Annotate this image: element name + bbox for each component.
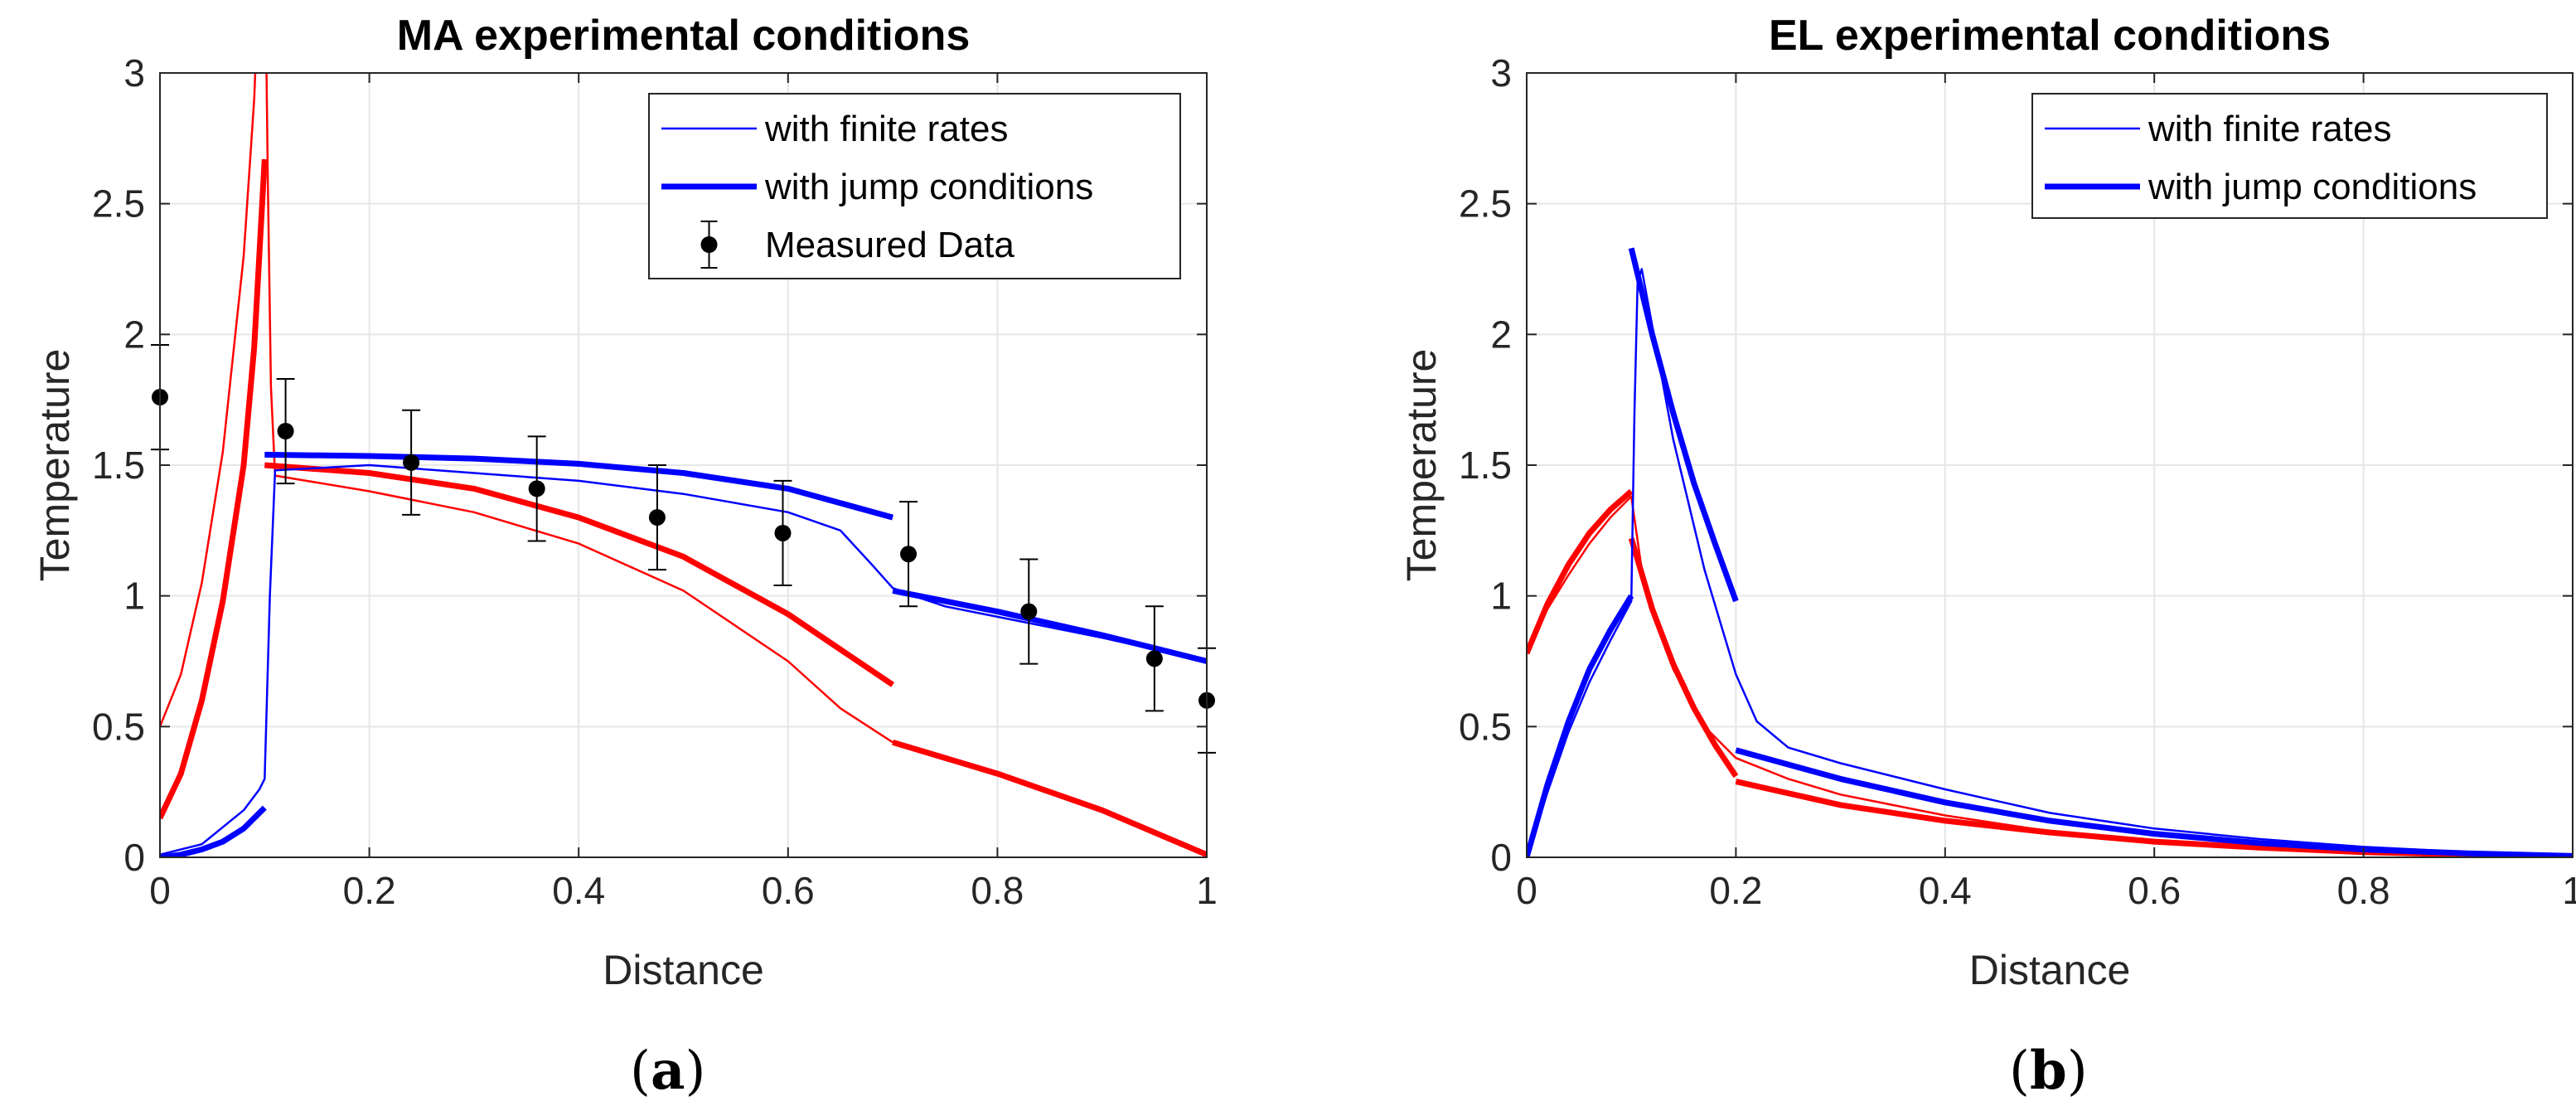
y-tick-label: 0: [123, 836, 145, 879]
x-tick-label: 0.8: [971, 869, 1024, 912]
x-tick-label: 0.6: [762, 869, 815, 912]
x-tick-label: 1: [1196, 869, 1218, 912]
y-tick-label: 3: [1490, 51, 1512, 95]
measured-point: [1020, 603, 1038, 620]
measured-point: [528, 480, 545, 497]
y-tick-label: 2.5: [1459, 182, 1512, 226]
legend-label: Measured Data: [765, 225, 1014, 265]
legend-label: with finite rates: [764, 109, 1008, 149]
measured-point: [277, 423, 294, 440]
x-tick-label: 0.8: [2337, 869, 2390, 912]
series-line-red-thick: [160, 158, 268, 820]
y-tick-label: 2: [1490, 313, 1512, 356]
series-line-blue-thin: [1527, 268, 2573, 857]
x-axis-label: Distance: [603, 947, 764, 993]
x-tick-label: 0.4: [1919, 869, 1972, 912]
legend-label: with jump conditions: [764, 167, 1093, 207]
panel-label-letter: a: [651, 1040, 685, 1102]
x-tick-label: 0: [1516, 869, 1537, 912]
y-tick-label: 1: [123, 575, 145, 618]
x-tick-label: 1: [2562, 869, 2576, 912]
panel-label: (b): [2009, 1040, 2088, 1102]
chart-panel-b: 0 0.2 0.4 0.6 0.8 1 0 0.5 1 1.5 2 2.5 3 EL experiment…: [1398, 12, 2576, 1102]
y-axis-label: Temperature: [1398, 349, 1445, 582]
y-tick-label: 1.5: [1459, 444, 1512, 487]
panel-label-close: ): [2067, 1041, 2088, 1102]
legend-swatch-marker: [700, 236, 718, 253]
panel-label-open: (: [630, 1041, 651, 1102]
series-line-red-thick: [1527, 488, 1634, 655]
legend: with finite rates with jump conditions: [2031, 93, 2548, 219]
y-tick-label: 0: [1490, 836, 1512, 879]
series-line-blue-thick: [1628, 247, 1739, 603]
measured-point: [648, 509, 666, 526]
x-tick-label: 0.2: [1709, 869, 1762, 912]
chart-panel-a: 0 0.2 0.4 0.6 0.8 1 0 0.5 1 1.5 2 2.5 3 MA experiment…: [31, 12, 1218, 1102]
measured-point: [900, 546, 918, 563]
legend: with finite rates with jump conditions Mea…: [648, 93, 1181, 279]
y-tick-label: 1: [1490, 575, 1512, 618]
series-line-blue-thick: [1527, 594, 1634, 857]
y-axis-label: Temperature: [31, 349, 78, 582]
x-tick-label: 0: [149, 869, 171, 912]
panel-label-close: ): [685, 1041, 705, 1102]
series-line-red-thick: [892, 739, 1207, 857]
legend-label: with finite rates: [2147, 109, 2391, 149]
y-tick-label: 2: [123, 313, 145, 356]
series-line-blue-thick: [1735, 747, 2573, 857]
legend-box: [2031, 93, 2548, 219]
y-tick-label: 2.5: [92, 182, 145, 226]
series-line-red-thick: [264, 462, 895, 687]
measured-point: [774, 524, 792, 541]
y-tick-label: 3: [123, 51, 145, 95]
panel-label: (a): [630, 1040, 705, 1102]
measured-point: [403, 454, 420, 471]
y-tick-label: 1.5: [92, 444, 145, 487]
panel-label-letter: b: [2030, 1040, 2067, 1102]
chart-title: MA experimental conditions: [397, 12, 971, 60]
series-line-red-thin: [160, 73, 893, 744]
series-line-blue-thin: [160, 463, 1207, 856]
series-line-red-thick: [1628, 537, 1739, 779]
chart-title: EL experimental conditions: [1769, 12, 2331, 60]
legend-label: with jump conditions: [2147, 167, 2477, 207]
y-tick-label: 0.5: [92, 705, 145, 748]
x-tick-label: 0.2: [343, 869, 396, 912]
panel-label-open: (: [2009, 1041, 2030, 1102]
series-line-blue-thick: [160, 805, 267, 857]
series-line-blue-thick: [264, 451, 894, 521]
x-tick-label: 0.4: [552, 869, 605, 912]
series-group: [160, 73, 1207, 857]
x-tick-label: 0.6: [2128, 869, 2181, 912]
y-tick-label: 0.5: [1459, 705, 1512, 748]
series-group: [1527, 247, 2573, 857]
x-axis-label: Distance: [1969, 947, 2131, 993]
measured-point: [1145, 650, 1163, 667]
